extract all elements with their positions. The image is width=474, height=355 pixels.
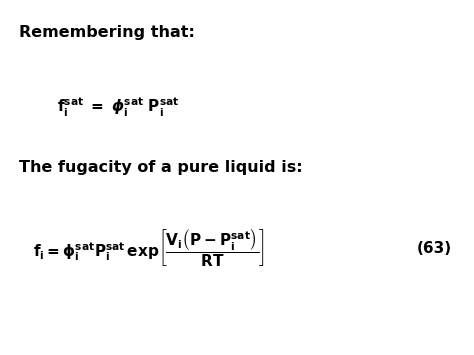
Text: (63): (63) (417, 241, 452, 256)
Text: The fugacity of a pure liquid is:: The fugacity of a pure liquid is: (19, 160, 302, 175)
Text: $\mathbf{f_i = \phi_i^{sat} P_i^{sat}\, exp}\mathbf{\left[\dfrac{V_i\left(P - P_: $\mathbf{f_i = \phi_i^{sat} P_i^{sat}\, … (33, 228, 265, 269)
Text: $\mathbf{f}_\mathbf{i}^\mathbf{sat}\ \mathbf{=}\ \boldsymbol{\phi}_\mathbf{i}^\m: $\mathbf{f}_\mathbf{i}^\mathbf{sat}\ \ma… (57, 96, 180, 119)
Text: Remembering that:: Remembering that: (19, 25, 195, 40)
